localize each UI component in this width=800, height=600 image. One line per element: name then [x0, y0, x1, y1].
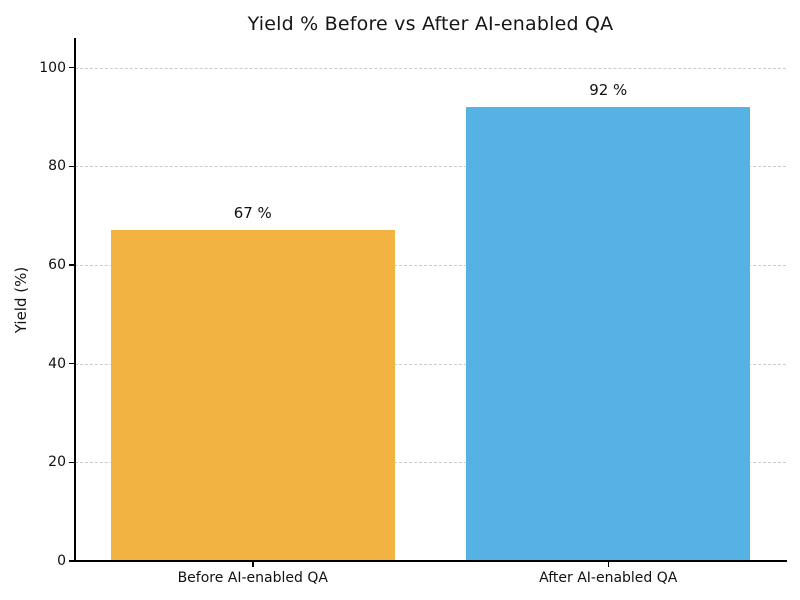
y-tick-label-40: 40: [48, 355, 66, 372]
y-axis-label: Yield (%): [12, 266, 30, 334]
x-tick-label-2: After AI-enabled QA: [539, 570, 678, 586]
y-tick-20: [69, 461, 75, 464]
x-axis-spine: [74, 560, 787, 562]
y-tick-100: [69, 66, 75, 69]
y-tick-label-100: 100: [39, 59, 66, 76]
y-tick-0: [69, 560, 75, 562]
gridline-20: [75, 462, 786, 464]
gridline-80: [75, 166, 786, 168]
x-tick-1: [252, 561, 254, 567]
bar-2: [466, 107, 751, 561]
y-tick-label-60: 60: [48, 256, 66, 273]
y-tick-label-20: 20: [48, 454, 66, 471]
y-tick-40: [69, 362, 75, 365]
y-tick-label-80: 80: [48, 158, 66, 175]
y-axis-spine: [74, 38, 76, 561]
y-tick-60: [69, 264, 75, 266]
bar-value-label-1: 67 %: [233, 204, 272, 223]
bar-value-label-2: 92 %: [589, 81, 628, 100]
y-tick-label-0: 0: [57, 553, 66, 569]
x-tick-2: [607, 561, 609, 567]
bar-1: [110, 230, 395, 561]
gridline-60: [75, 264, 786, 266]
gridline-100: [75, 67, 786, 69]
y-tick-80: [69, 165, 75, 168]
x-tick-label-1: Before AI-enabled QA: [177, 570, 328, 586]
chart-title: Yield % Before vs After AI-enabled QA: [247, 13, 614, 35]
gridline-40: [75, 363, 786, 365]
